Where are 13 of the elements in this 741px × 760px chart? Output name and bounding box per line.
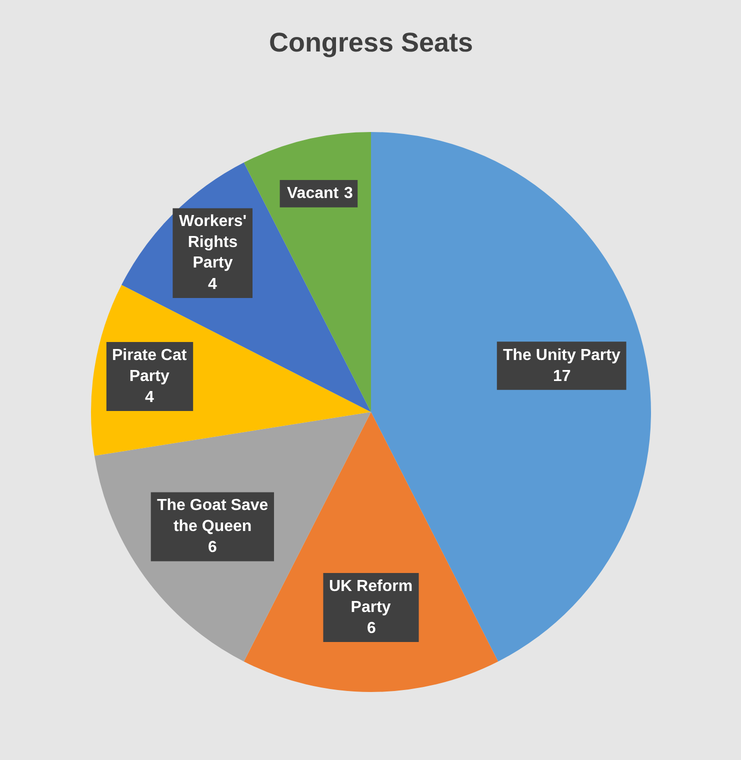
slice-label: Workers' Rights Party — [179, 213, 247, 272]
slice-label: UK Reform Party — [329, 578, 413, 616]
slice-label: The Goat Save the Queen — [157, 497, 268, 535]
data-label: 4 — [145, 389, 154, 406]
slice-label: Pirate Cat Party — [112, 347, 188, 385]
data-label: 4 — [208, 276, 217, 293]
data-label: 6 — [208, 539, 217, 556]
data-label: 6 — [367, 620, 376, 637]
slice-label: Vacant — [287, 185, 340, 202]
data-label: 3 — [344, 185, 353, 202]
data-label: 17 — [553, 368, 571, 385]
slice-label: The Unity Party — [503, 347, 620, 364]
chart-title: Congress Seats — [268, 27, 474, 58]
